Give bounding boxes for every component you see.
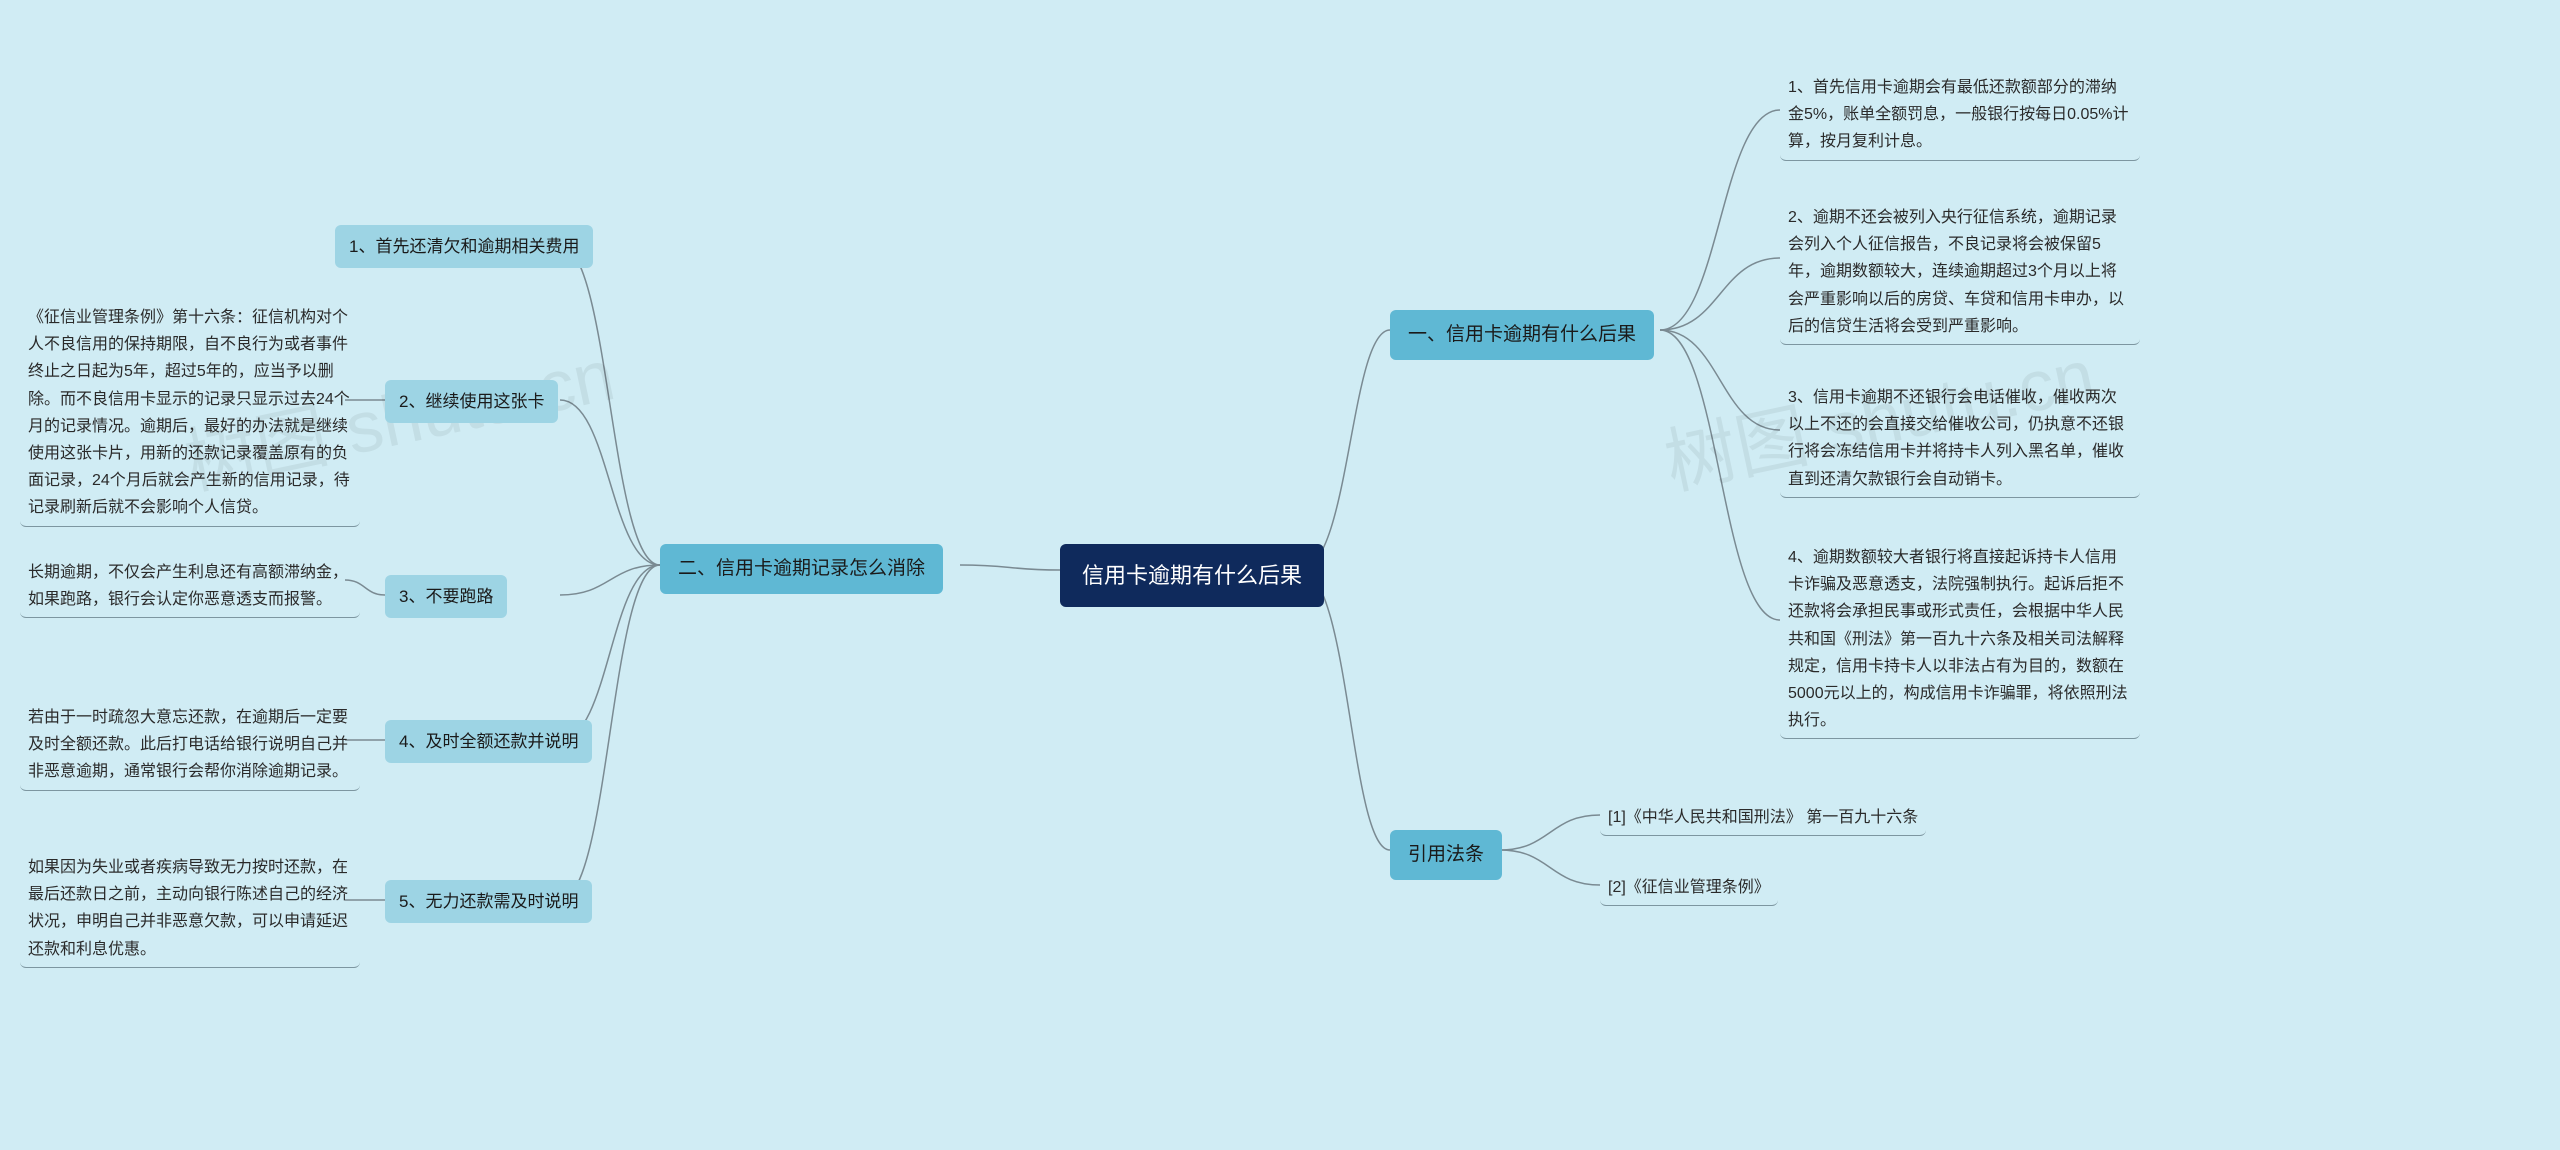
leaf-consequence-2: 2、逾期不还会被列入央行征信系统，逾期记录会列入个人征信报告，不良记录将会被保留… [1780, 200, 2140, 345]
leaf-ref-2: [2]《征信业管理条例》 [1600, 870, 1778, 906]
sub-1-repay[interactable]: 1、首先还清欠和逾期相关费用 [335, 225, 593, 268]
leaf-consequence-4: 4、逾期数额较大者银行将直接起诉持卡人信用卡诈骗及恶意透支，法院强制执行。起诉后… [1780, 540, 2140, 739]
branch-references[interactable]: 引用法条 [1390, 830, 1502, 880]
sub-3-dont-run[interactable]: 3、不要跑路 [385, 575, 507, 618]
detail-4: 若由于一时疏忽大意忘还款，在逾期后一定要及时全额还款。此后打电话给银行说明自己并… [20, 700, 360, 791]
leaf-consequence-1: 1、首先信用卡逾期会有最低还款额部分的滞纳金5%，账单全额罚息，一般银行按每日0… [1780, 70, 2140, 161]
detail-2: 《征信业管理条例》第十六条：征信机构对个人不良信用的保持期限，自不良行为或者事件… [20, 300, 360, 527]
branch-consequences[interactable]: 一、信用卡逾期有什么后果 [1390, 310, 1654, 360]
sub-5-unable-repay[interactable]: 5、无力还款需及时说明 [385, 880, 592, 923]
leaf-consequence-3: 3、信用卡逾期不还银行会电话催收，催收两次以上不还的会直接交给催收公司，仍执意不… [1780, 380, 2140, 498]
root-node[interactable]: 信用卡逾期有什么后果 [1060, 544, 1324, 607]
detail-5: 如果因为失业或者疾病导致无力按时还款，在最后还款日之前，主动向银行陈述自己的经济… [20, 850, 360, 968]
branch-remove-record[interactable]: 二、信用卡逾期记录怎么消除 [660, 544, 943, 594]
detail-3: 长期逾期，不仅会产生利息还有高额滞纳金，如果跑路，银行会认定你恶意透支而报警。 [20, 555, 360, 618]
sub-2-keep-using[interactable]: 2、继续使用这张卡 [385, 380, 558, 423]
leaf-ref-1: [1]《中华人民共和国刑法》 第一百九十六条 [1600, 800, 1926, 836]
sub-4-repay-explain[interactable]: 4、及时全额还款并说明 [385, 720, 592, 763]
